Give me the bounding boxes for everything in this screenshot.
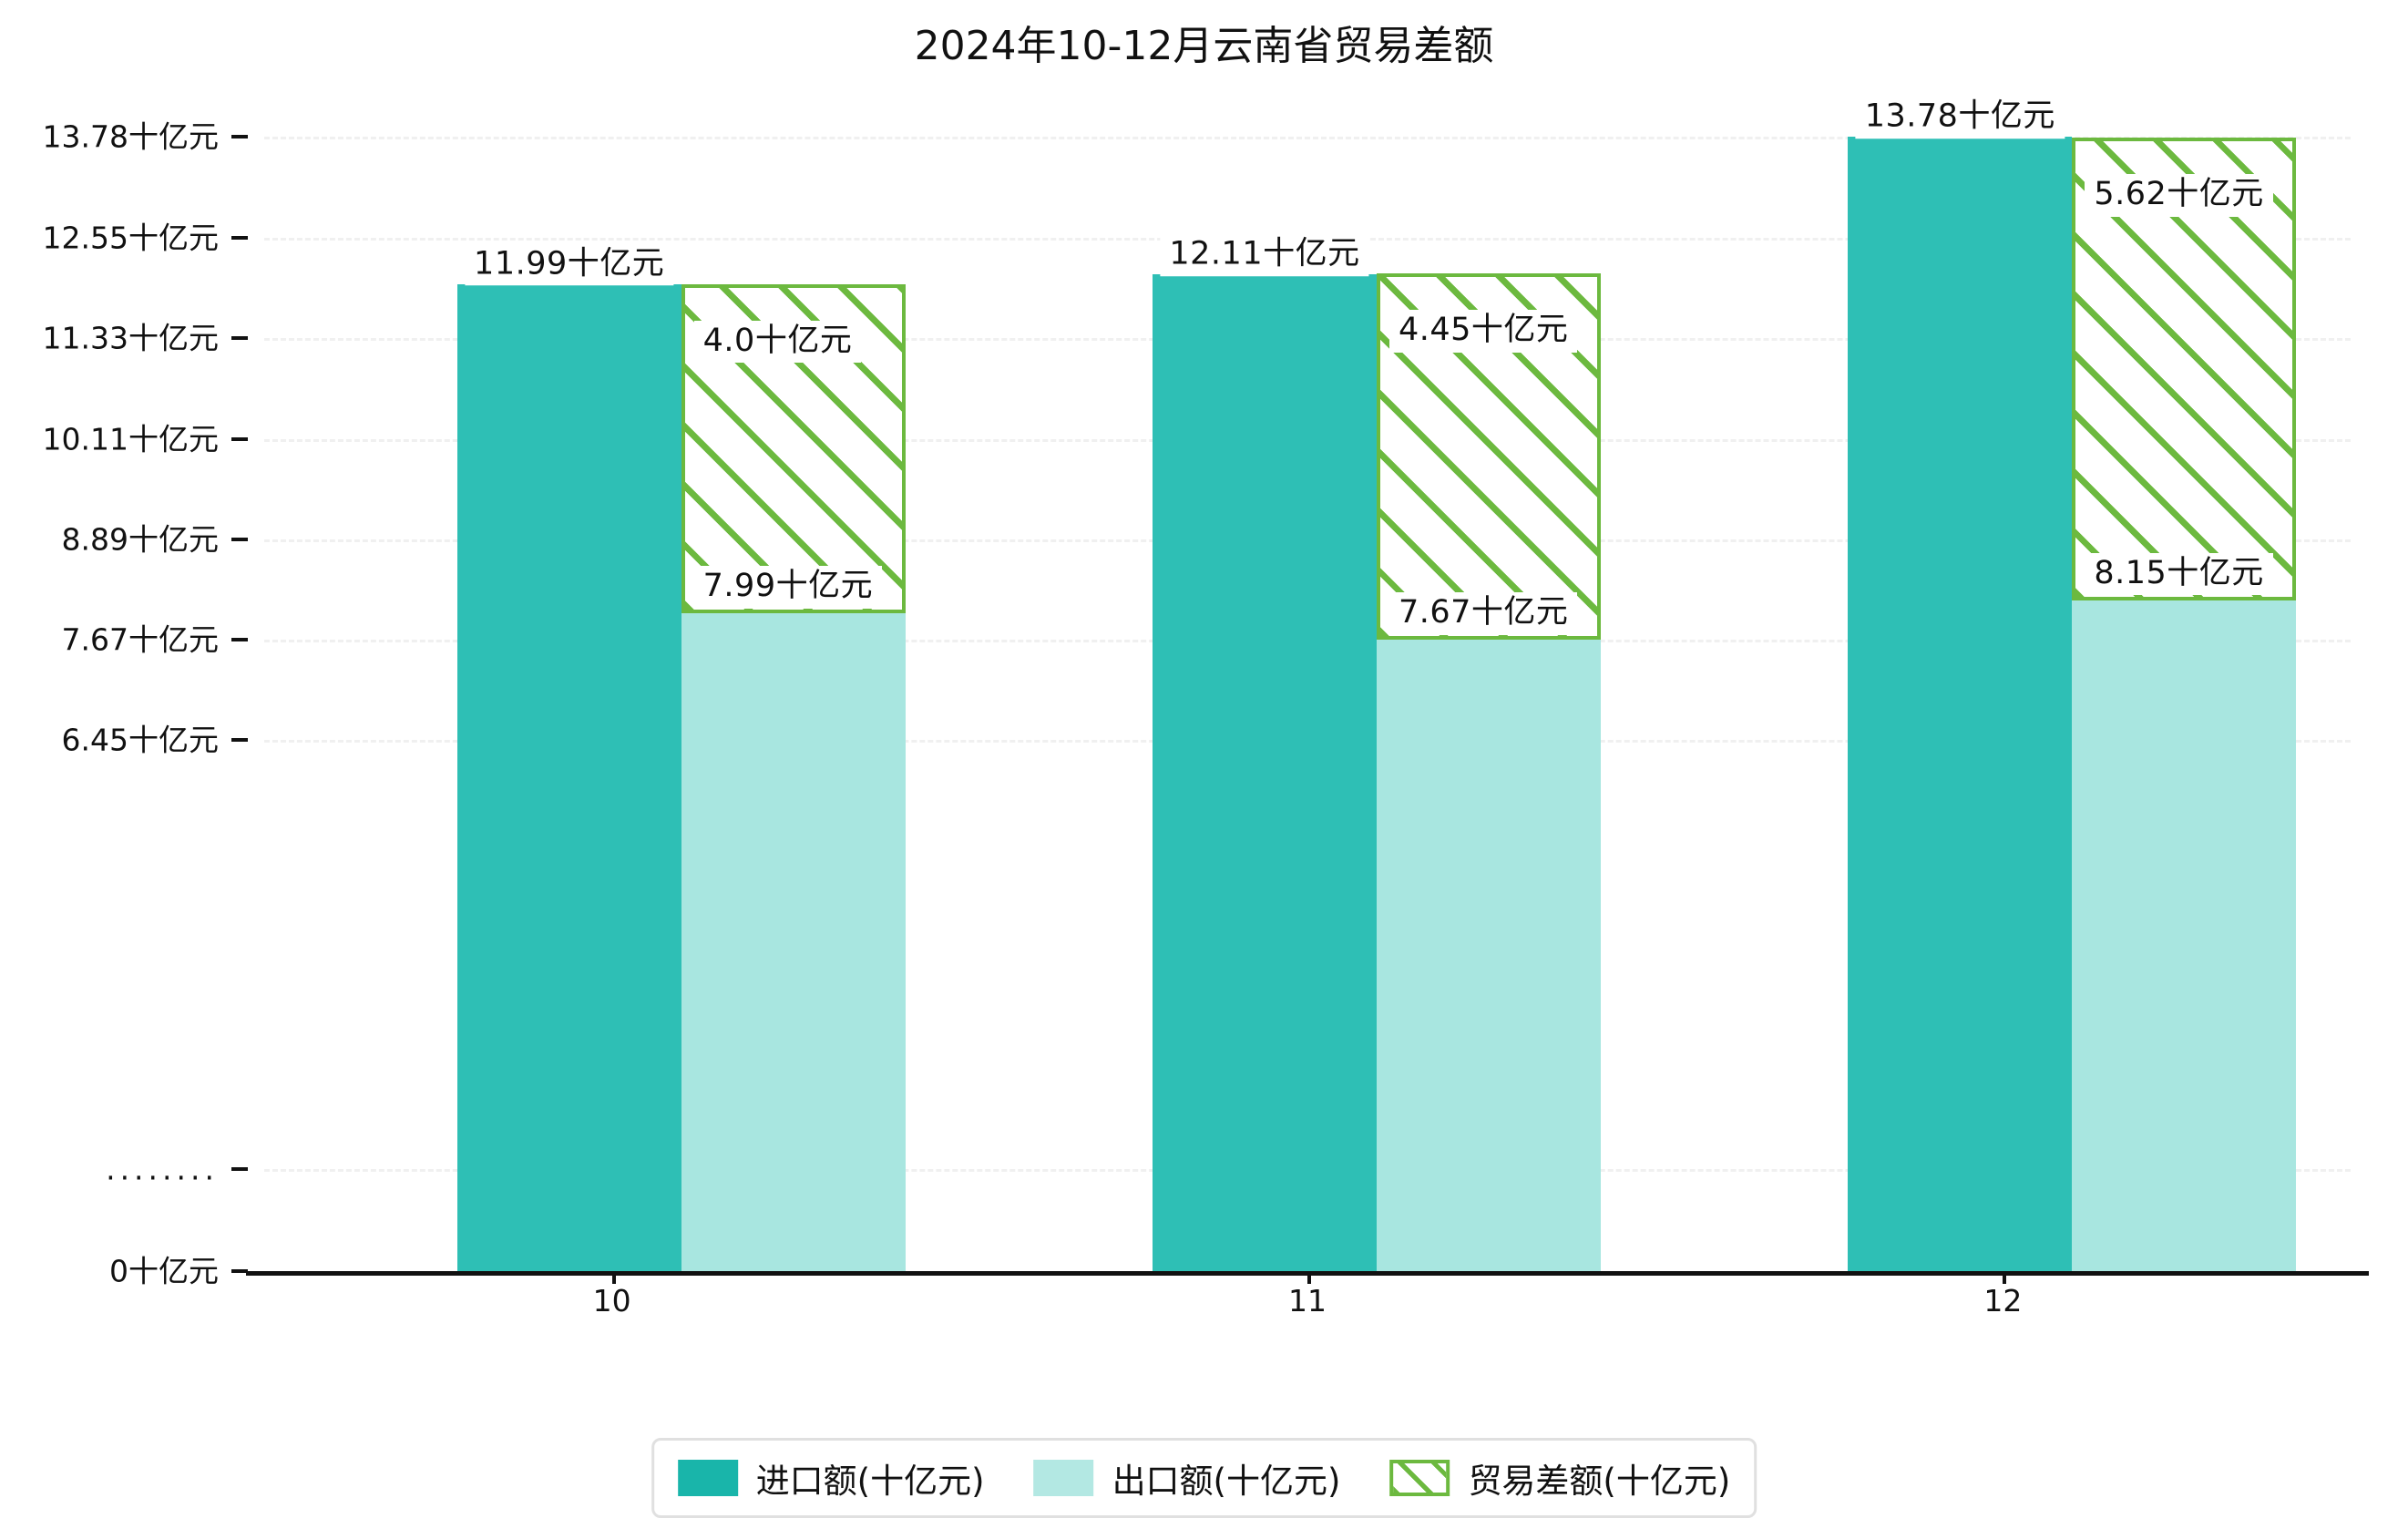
y-axis-tick-label: 7.67十亿元	[61, 621, 219, 658]
x-axis-tick-label: 12	[1983, 1283, 2023, 1318]
legend-item-import[interactable]: 进口额(十亿元)	[677, 1453, 985, 1503]
y-axis-tick-label: 13.78十亿元	[42, 118, 219, 155]
legend-swatch-import-icon	[677, 1460, 738, 1496]
y-axis-tick-mark	[231, 135, 248, 139]
y-axis-tick-mark	[231, 436, 248, 441]
legend-label-export: 出口额(十亿元)	[1112, 1462, 1341, 1501]
value-label-import: 11.99十亿元	[465, 242, 674, 286]
y-axis-tick-mark	[231, 537, 248, 541]
y-axis-tick-label: 0十亿元	[109, 1253, 219, 1289]
y-axis-tick-mark	[231, 1166, 248, 1171]
y-axis-tick-label: 11.33十亿元	[42, 320, 219, 356]
chart-title: 2024年10-12月云南省贸易差额	[914, 23, 1494, 69]
value-label-trade-balance: 5.62十亿元	[2085, 173, 2273, 217]
legend-swatch-trade-balance-icon	[1389, 1460, 1450, 1496]
y-axis-tick-label: 6.45十亿元	[61, 722, 219, 758]
value-label-export: 7.67十亿元	[1389, 592, 1578, 635]
y-axis-tick-mark	[231, 638, 248, 642]
legend-label-trade-balance: 贸易差额(十亿元)	[1468, 1462, 1731, 1501]
bar-import[interactable]	[456, 283, 681, 1271]
y-axis-tick-mark	[231, 1269, 248, 1273]
value-label-export: 7.99十亿元	[693, 566, 883, 609]
y-axis-tick-label: 10.11十亿元	[42, 421, 219, 457]
y-axis-tick-label: 12.55十亿元	[42, 220, 219, 256]
bar-import[interactable]	[1153, 273, 1377, 1271]
gridline	[264, 137, 2351, 139]
value-label-trade-balance: 4.45十亿元	[1389, 309, 1578, 353]
bar-export[interactable]	[681, 613, 906, 1271]
y-axis-tick-label: 8.89十亿元	[61, 521, 219, 558]
chart-legend: 进口额(十亿元) 出口额(十亿元) 贸易差额(十亿元)	[651, 1438, 1757, 1518]
y-axis-tick-mark	[231, 336, 248, 341]
y-axis-tick-mark	[231, 236, 248, 241]
plot-area	[264, 137, 2351, 1271]
x-axis-tick-label: 11	[1288, 1283, 1327, 1318]
bar-export[interactable]	[1377, 640, 1601, 1271]
value-label-import: 12.11十亿元	[1160, 233, 1369, 276]
value-label-trade-balance: 4.0十亿元	[693, 320, 862, 364]
value-label-import: 13.78十亿元	[1855, 96, 2065, 139]
legend-item-trade-balance[interactable]: 贸易差额(十亿元)	[1389, 1453, 1730, 1503]
x-axis-tick-mark	[611, 1271, 616, 1284]
value-label-export: 8.15十亿元	[2085, 552, 2273, 596]
x-axis-tick-mark	[1307, 1271, 1311, 1284]
y-axis-tick-label: ........	[106, 1151, 219, 1187]
y-axis-tick-mark	[231, 738, 248, 743]
legend-item-export[interactable]: 出口额(十亿元)	[1033, 1453, 1341, 1503]
legend-swatch-export-icon	[1033, 1460, 1094, 1496]
bar-import[interactable]	[1848, 137, 2073, 1271]
legend-label-import: 进口额(十亿元)	[755, 1462, 985, 1501]
x-axis-tick-mark	[2003, 1271, 2007, 1284]
x-axis-tick-label: 10	[592, 1283, 631, 1318]
bar-export[interactable]	[2072, 600, 2297, 1271]
